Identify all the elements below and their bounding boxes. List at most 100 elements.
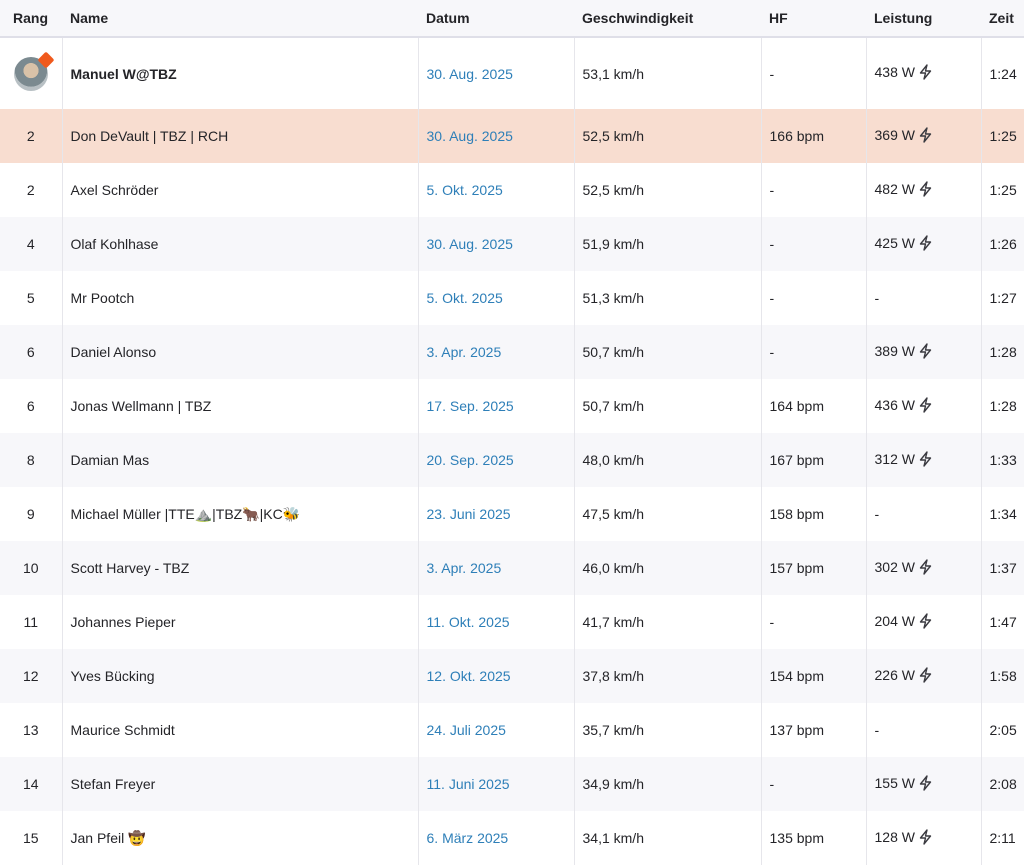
activity-date-link[interactable]: 30. Aug. 2025 (418, 37, 575, 109)
power-value: 389 W (874, 342, 915, 359)
hf-cell: - (761, 325, 867, 379)
header-time[interactable]: Zeit (981, 0, 1024, 38)
activity-date-link[interactable]: 3. Apr. 2025 (418, 541, 575, 595)
power-value: 204 W (874, 612, 915, 629)
activity-date-link[interactable]: 5. Okt. 2025 (418, 163, 575, 217)
rank-cell: 15 (0, 811, 63, 865)
header-hf[interactable]: HF (761, 0, 866, 38)
power-cell: 128 W (866, 811, 982, 865)
athlete-name[interactable]: Jonas Wellmann | TBZ (62, 379, 419, 433)
athlete-name[interactable]: Olaf Kohlhase (62, 217, 419, 271)
avatar[interactable] (13, 51, 55, 91)
hf-cell: - (761, 37, 867, 109)
athlete-name[interactable]: Johannes Pieper (62, 595, 419, 649)
time-cell: 1:27 (989, 290, 1017, 306)
athlete-name[interactable]: Maurice Schmidt (62, 703, 419, 757)
hf-cell: - (761, 595, 867, 649)
time-cell: 1:26 (989, 236, 1017, 252)
hf-cell: 154 bpm (761, 649, 867, 703)
table-row: 8 Damian Mas 20. Sep. 2025 48,0 km/h 167… (0, 433, 1024, 487)
rank-cell: 9 (0, 487, 63, 541)
athlete-name[interactable]: Jan Pfeil 🤠 (62, 811, 419, 865)
activity-date-link[interactable]: 17. Sep. 2025 (418, 379, 575, 433)
activity-date-link[interactable]: 20. Sep. 2025 (418, 433, 575, 487)
table-row: 11 Johannes Pieper 11. Okt. 2025 41,7 km… (0, 595, 1024, 649)
time-cell: 1:28 (989, 344, 1017, 360)
hf-cell: 157 bpm (761, 541, 867, 595)
rank-cell: 2 (0, 163, 63, 217)
power-value: 436 W (874, 396, 915, 413)
rank-cell: 5 (0, 271, 63, 325)
badge-icon (37, 51, 55, 68)
rank-cell: 13 (0, 703, 63, 757)
lightning-bolt-icon (918, 612, 933, 632)
rank-cell: 6 (0, 325, 63, 379)
lightning-bolt-icon (918, 234, 933, 254)
activity-date-link[interactable]: 11. Okt. 2025 (418, 595, 575, 649)
hf-cell: - (761, 271, 867, 325)
time-cell: 1:25 (989, 128, 1017, 144)
activity-date-link[interactable]: 30. Aug. 2025 (418, 109, 575, 163)
activity-date-link[interactable]: 5. Okt. 2025 (418, 271, 575, 325)
power-cell: 436 W (866, 379, 982, 433)
lightning-bolt-icon (918, 342, 933, 362)
activity-date-link[interactable]: 30. Aug. 2025 (418, 217, 575, 271)
athlete-name[interactable]: Axel Schröder (62, 163, 419, 217)
athlete-name[interactable]: Scott Harvey - TBZ (62, 541, 419, 595)
activity-date-link[interactable]: 12. Okt. 2025 (418, 649, 575, 703)
time-cell: 1:37 (989, 560, 1017, 576)
power-value: 438 W (874, 64, 915, 80)
time-cell: 1:28 (989, 398, 1017, 414)
activity-date-link[interactable]: 11. Juni 2025 (418, 757, 575, 811)
power-value: 425 W (874, 234, 915, 251)
time-cell: 1:24 (989, 65, 1017, 82)
speed-cell: 46,0 km/h (574, 541, 762, 595)
rank-cell: 4 (0, 217, 63, 271)
activity-date-link[interactable]: 23. Juni 2025 (418, 487, 575, 541)
hf-cell: 166 bpm (761, 109, 867, 163)
power-cell: 369 W (866, 109, 982, 163)
power-cell: 204 W (866, 595, 982, 649)
time-cell: 1:34 (989, 506, 1017, 522)
hf-cell: 164 bpm (761, 379, 867, 433)
hf-cell: 135 bpm (761, 811, 867, 865)
table-row: 12 Yves Bücking 12. Okt. 2025 37,8 km/h … (0, 649, 1024, 703)
header-name[interactable]: Name (62, 0, 418, 38)
athlete-name[interactable]: Manuel W@TBZ (62, 37, 419, 109)
speed-cell: 34,1 km/h (574, 811, 762, 865)
power-cell: - (866, 271, 982, 325)
speed-cell: 51,3 km/h (574, 271, 762, 325)
activity-date-link[interactable]: 6. März 2025 (418, 811, 575, 865)
rank-cell: 14 (0, 757, 63, 811)
athlete-name[interactable]: Don DeVault | TBZ | RCH (62, 109, 419, 163)
power-cell: 482 W (866, 163, 982, 217)
athlete-name[interactable]: Michael Müller |TTE⛰️|TBZ🐂|KC🐝 (62, 487, 419, 541)
time-cell: 1:33 (989, 452, 1017, 468)
header-rank[interactable]: Rang (0, 0, 62, 38)
power-value: 128 W (874, 828, 915, 845)
lightning-bolt-icon (918, 64, 933, 83)
header-speed[interactable]: Geschwindigkeit (574, 0, 761, 38)
athlete-name[interactable]: Mr Pootch (62, 271, 419, 325)
athlete-name[interactable]: Damian Mas (62, 433, 419, 487)
speed-cell: 50,7 km/h (574, 379, 762, 433)
athlete-name[interactable]: Stefan Freyer (62, 757, 419, 811)
power-value: 482 W (874, 180, 915, 197)
rank-cell: 2 (0, 109, 63, 163)
activity-date-link[interactable]: 3. Apr. 2025 (418, 325, 575, 379)
table-row: 2 Don DeVault | TBZ | RCH 30. Aug. 2025 … (0, 109, 1024, 163)
speed-cell: 52,5 km/h (574, 109, 762, 163)
table-row: 13 Maurice Schmidt 24. Juli 2025 35,7 km… (0, 703, 1024, 757)
rank-cell: 8 (0, 433, 63, 487)
athlete-name[interactable]: Daniel Alonso (62, 325, 419, 379)
hf-cell: - (761, 163, 867, 217)
header-date[interactable]: Datum (418, 0, 574, 38)
athlete-name[interactable]: Yves Bücking (62, 649, 419, 703)
activity-date-link[interactable]: 24. Juli 2025 (418, 703, 575, 757)
speed-cell: 37,8 km/h (574, 649, 762, 703)
header-row: Rang Name Datum Geschwindigkeit HF Leist… (0, 0, 1024, 38)
header-power[interactable]: Leistung (866, 0, 981, 38)
rank-cell: 10 (0, 541, 63, 595)
power-cell: - (866, 487, 982, 541)
